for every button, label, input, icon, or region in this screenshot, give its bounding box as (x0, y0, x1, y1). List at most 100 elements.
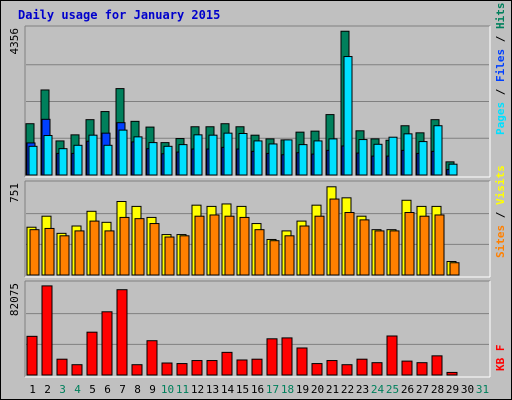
bar-pages-day-23 (358, 139, 368, 176)
bar-sites-day-28 (434, 214, 445, 276)
bar-sites-day-13 (209, 214, 220, 276)
day-label-13: 13 (206, 383, 219, 396)
panel-top: 4356 (8, 25, 491, 178)
bar-pages-day-5 (88, 134, 98, 176)
day-label-26: 26 (401, 383, 414, 396)
bar-kbytes-day-1 (26, 335, 38, 376)
day-label-16: 16 (251, 383, 264, 396)
day-label-1: 1 (29, 383, 36, 396)
bar-kbytes-day-28 (431, 355, 443, 376)
legends: Pages / Files / Hits Sites / Visits KB F (494, 3, 507, 372)
legend-item-visits: Visits (494, 165, 507, 205)
bar-pages-day-19 (298, 144, 308, 176)
bar-pages-day-2 (43, 135, 53, 176)
bar-kbytes-day-4 (71, 364, 83, 376)
bar-pages-day-12 (193, 134, 203, 176)
bar-pages-day-28 (433, 125, 443, 176)
bar-sites-day-21 (329, 198, 340, 276)
bar-sites-day-29 (449, 262, 460, 276)
legend-kbytes: KB F (494, 345, 507, 372)
day-label-9: 9 (149, 383, 156, 396)
bar-kbytes-day-8 (131, 364, 143, 376)
day-label-28: 28 (431, 383, 444, 396)
day-label-14: 14 (221, 383, 235, 396)
bar-sites-day-24 (374, 230, 385, 276)
bar-pages-day-6 (103, 144, 113, 176)
bar-kbytes-day-27 (416, 362, 428, 376)
legend-separator: / (494, 205, 507, 225)
day-label-21: 21 (326, 383, 339, 396)
bar-sites-day-5 (89, 220, 100, 276)
bar-kbytes-day-6 (101, 311, 113, 376)
legend-separator: / (494, 29, 507, 49)
bar-kbytes-day-25 (386, 335, 398, 376)
bar-sites-day-11 (179, 235, 190, 276)
bar-kbytes-day-12 (191, 360, 203, 376)
bar-sites-day-4 (74, 230, 85, 276)
bar-kbytes-day-3 (56, 358, 68, 376)
bar-sites-day-10 (164, 236, 175, 276)
bar-sites-day-22 (344, 212, 355, 276)
day-label-18: 18 (281, 383, 294, 396)
bar-kbytes-day-18 (281, 337, 293, 376)
bar-pages-day-18 (283, 139, 293, 176)
legend-item-hits: Hits (494, 3, 507, 30)
bar-sites-day-12 (194, 215, 205, 276)
bar-kbytes-day-21 (326, 360, 338, 376)
bar-sites-day-17 (269, 240, 280, 276)
bar-kbytes-day-13 (206, 360, 218, 376)
day-label-5: 5 (89, 383, 96, 396)
bar-pages-day-20 (313, 140, 323, 176)
day-label-15: 15 (236, 383, 249, 396)
day-label-6: 6 (104, 383, 111, 396)
ymax-label: 4356 (8, 28, 21, 55)
bar-pages-day-11 (178, 144, 188, 176)
bar-pages-day-7 (118, 129, 128, 176)
bar-kbytes-day-2 (41, 285, 53, 376)
bar-pages-day-9 (148, 142, 158, 176)
bar-pages-day-13 (208, 134, 218, 176)
bar-pages-day-29 (448, 163, 458, 176)
bar-pages-day-26 (403, 133, 413, 176)
legend-item-sites: Sites (494, 225, 507, 258)
bar-sites-day-16 (254, 229, 265, 276)
bar-sites-day-23 (359, 219, 370, 276)
legend-sites-visits: Sites / Visits (494, 165, 507, 258)
panel-bottom: 82075 (8, 280, 491, 378)
bar-pages-day-8 (133, 136, 143, 176)
panel-middle: 751 (8, 180, 491, 278)
bar-pages-day-25 (388, 136, 398, 176)
bar-pages-day-14 (223, 132, 233, 176)
day-label-27: 27 (416, 383, 429, 396)
bar-pages-day-22 (343, 56, 353, 176)
bar-kbytes-day-29 (446, 371, 458, 376)
bar-kbytes-day-11 (176, 363, 188, 376)
bar-sites-day-19 (299, 225, 310, 276)
bar-pages-day-15 (238, 132, 248, 176)
bar-sites-day-9 (149, 223, 160, 276)
bar-sites-day-18 (284, 235, 295, 276)
day-labels: 1 2 3 4 5 6 7 8 9 10 11 12 13 14 15 16 17 18 19 20 21 22 23 24 2… (29, 383, 489, 396)
bar-pages-day-24 (373, 143, 383, 176)
day-label-22: 22 (341, 383, 354, 396)
bar-pages-day-1 (28, 145, 38, 176)
bar-sites-day-1 (29, 229, 40, 276)
day-label-30: 30 (461, 383, 474, 396)
bar-kbytes-day-17 (266, 338, 278, 376)
bar-sites-day-25 (389, 230, 400, 276)
day-label-2: 2 (44, 383, 51, 396)
bar-sites-day-26 (404, 212, 415, 276)
bar-pages-day-3 (58, 148, 68, 176)
day-label-3: 3 (59, 383, 66, 396)
bar-kbytes-day-5 (86, 331, 98, 376)
bar-sites-day-20 (314, 215, 325, 276)
day-label-11: 11 (176, 383, 189, 396)
bar-pages-day-21 (328, 138, 338, 176)
legend-item-pages: Pages (494, 102, 507, 135)
day-label-12: 12 (191, 383, 204, 396)
day-label-19: 19 (296, 383, 309, 396)
bar-kbytes-day-16 (251, 358, 263, 376)
day-label-25: 25 (386, 383, 399, 396)
legend-item-files: Files (494, 49, 507, 82)
